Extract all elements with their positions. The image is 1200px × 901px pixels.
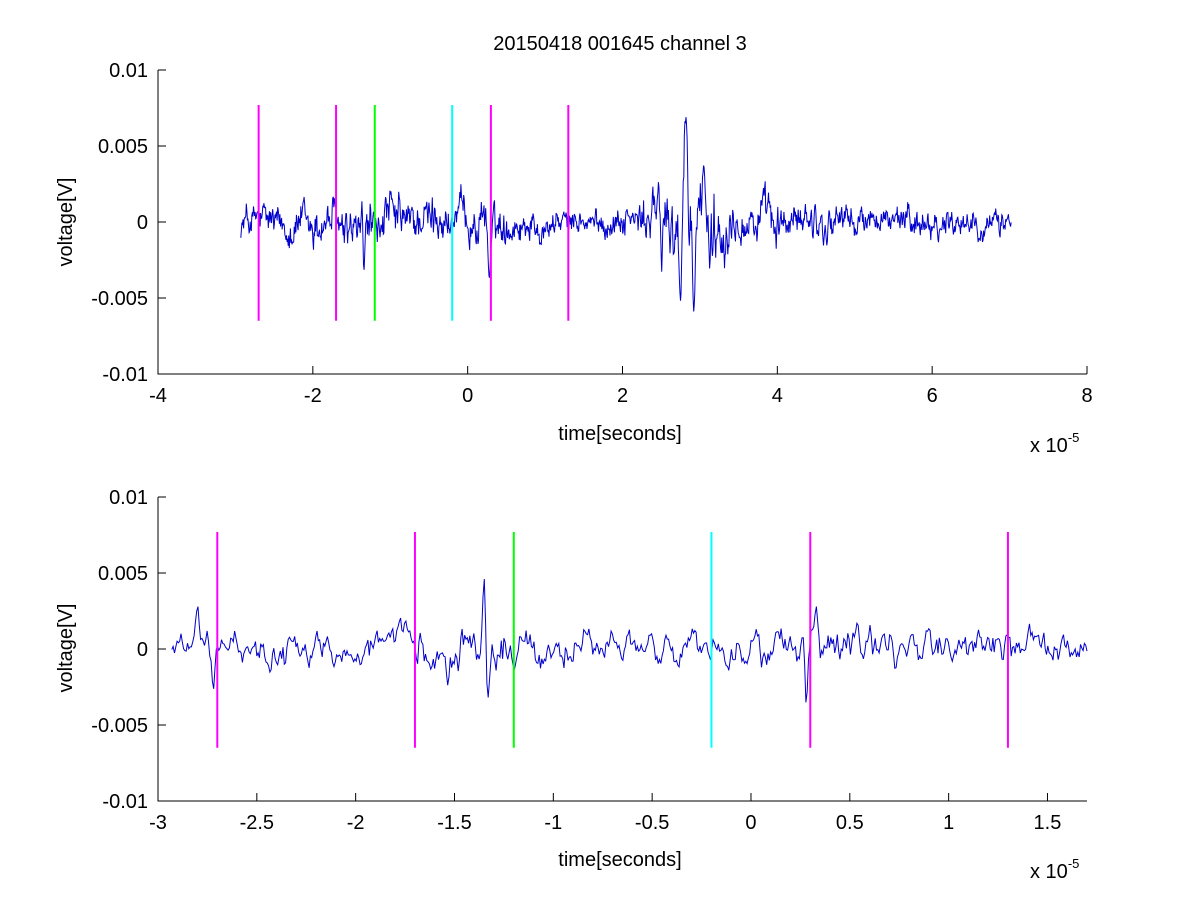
- top-ticks: -4 -2 0 2 4 6 8 0.01 0.005 0 -0.005 -0.01: [91, 60, 1092, 407]
- bottom-y-axis-label: voltage[V]: [55, 604, 77, 693]
- top-x-tick-label: -4: [149, 385, 167, 407]
- top-voltage-trace: [240, 117, 1012, 312]
- top-x-scale-exponent: -5: [1068, 430, 1080, 445]
- bottom-y-tick-label: 0.01: [109, 487, 148, 509]
- bottom-subplot: -3 -2.5 -2 -1.5 -1 -0.5 0 0.5 1 1.5 0.01 0.005 0 -0.0…: [55, 487, 1088, 883]
- bottom-x-tick-label: -3: [149, 812, 167, 834]
- top-x-tick-label: -2: [304, 385, 322, 407]
- bottom-x-tick-label: 1.5: [1034, 812, 1062, 834]
- bottom-y-tick-label: 0.005: [98, 563, 148, 585]
- bottom-x-tick-label: 0.5: [836, 812, 864, 834]
- top-y-tick-label: -0.01: [102, 364, 148, 386]
- top-x-tick-label: 2: [617, 385, 628, 407]
- bottom-x-scale-exponent: -5: [1068, 856, 1080, 871]
- bottom-ticks: -3 -2.5 -2 -1.5 -1 -0.5 0 0.5 1 1.5 0.01 0.005 0 -0.0…: [91, 487, 1061, 834]
- top-x-tick-label: 4: [772, 385, 783, 407]
- top-x-tick-label: 8: [1081, 385, 1092, 407]
- top-y-axis-label: voltage[V]: [55, 178, 77, 267]
- bottom-x-axis-label: time[seconds]: [558, 849, 681, 871]
- bottom-y-tick-label: -0.005: [91, 715, 148, 737]
- top-x-axis-label: time[seconds]: [558, 423, 681, 445]
- bottom-x-tick-label: -0.5: [635, 812, 669, 834]
- bottom-x-tick-label: -2.5: [240, 812, 274, 834]
- top-x-scale-base: x 10: [1030, 435, 1068, 457]
- bottom-x-tick-label: -1.5: [437, 812, 471, 834]
- bottom-plot-area: [171, 531, 1088, 748]
- top-x-tick-label: 6: [927, 385, 938, 407]
- bottom-y-tick-label: 0: [137, 639, 148, 661]
- bottom-x-scale-label: x 10-5: [1030, 856, 1079, 883]
- top-y-tick-label: 0.005: [98, 136, 148, 158]
- top-y-tick-label: -0.005: [91, 288, 148, 310]
- top-y-tick-label: 0.01: [109, 60, 148, 82]
- top-y-tick-label: 0: [137, 212, 148, 234]
- bottom-x-tick-label: 0: [745, 812, 756, 834]
- top-plot-area: [240, 104, 1012, 321]
- top-x-scale-label: x 10-5: [1030, 430, 1079, 457]
- bottom-x-tick-label: 1: [943, 812, 954, 834]
- bottom-x-scale-base: x 10: [1030, 861, 1068, 883]
- figure-title: 20150418 001645 channel 3: [493, 33, 747, 55]
- bottom-x-tick-label: -1: [544, 812, 562, 834]
- bottom-y-tick-label: -0.01: [102, 791, 148, 813]
- bottom-voltage-trace: [171, 578, 1088, 703]
- bottom-x-tick-label: -2: [347, 812, 365, 834]
- top-x-tick-label: 0: [462, 385, 473, 407]
- top-subplot: -4 -2 0 2 4 6 8 0.01 0.005 0 -0.005 -0.01 time[seco…: [55, 60, 1093, 457]
